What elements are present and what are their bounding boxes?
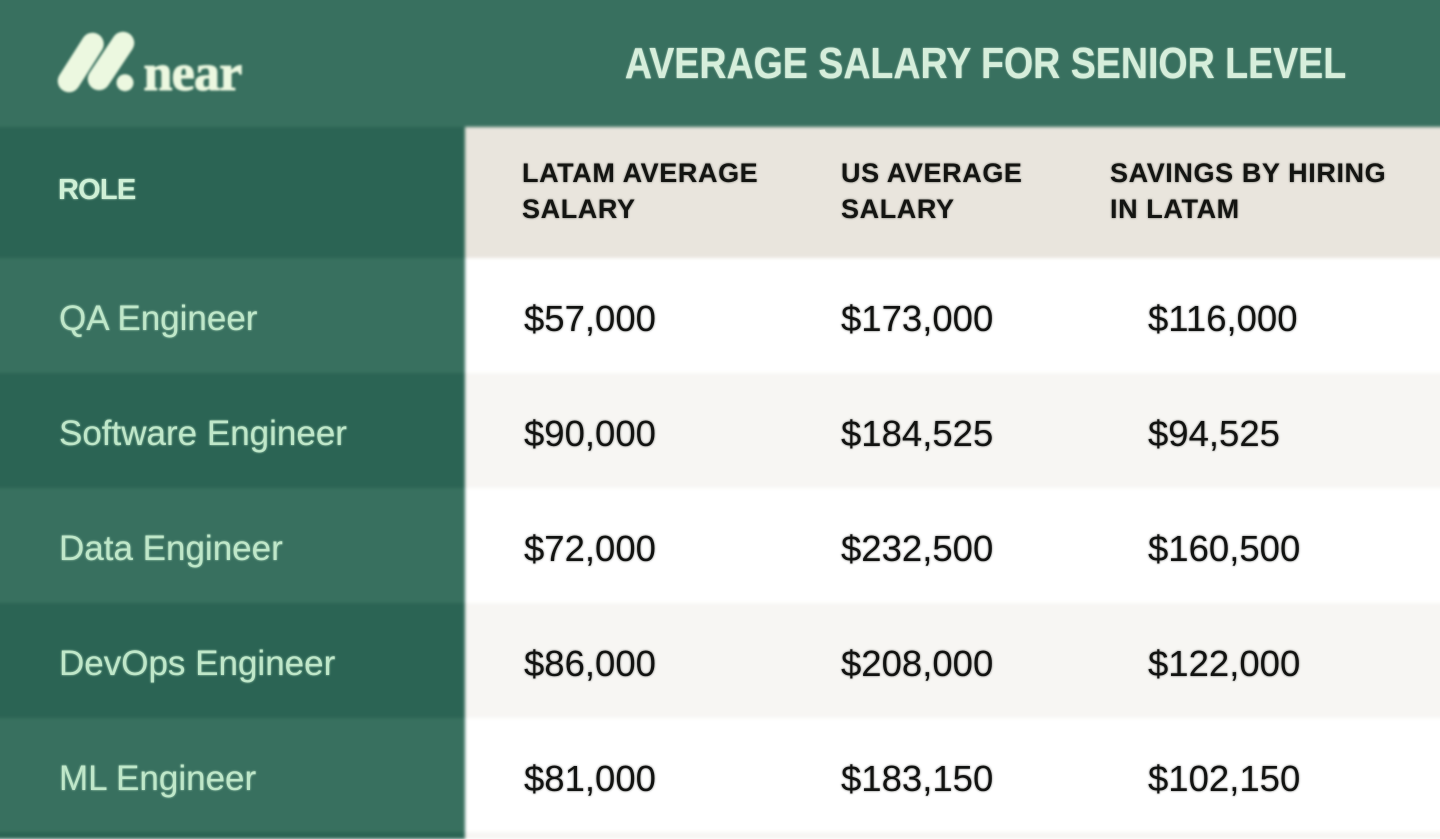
svg-text:near: near xyxy=(144,45,242,102)
